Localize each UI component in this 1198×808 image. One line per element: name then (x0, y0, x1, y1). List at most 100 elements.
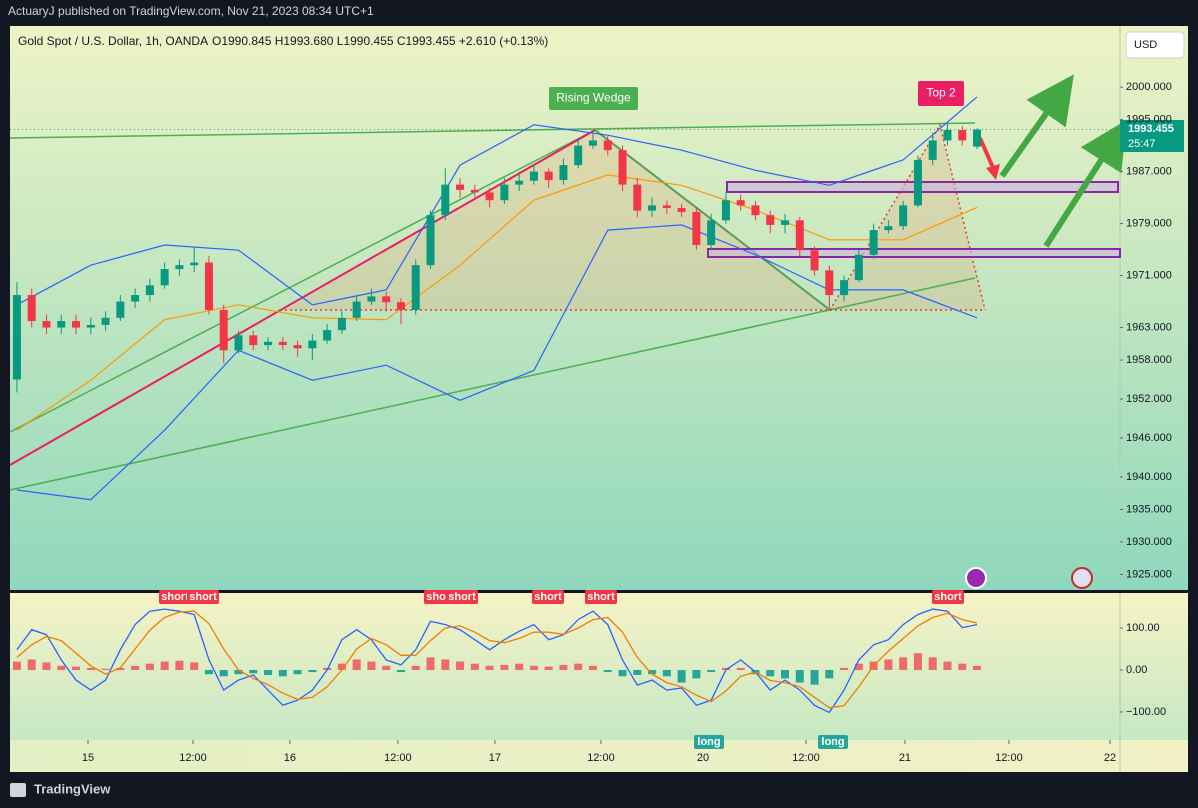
candle-body (766, 215, 775, 225)
histogram-bar (293, 669, 302, 675)
histogram-bar (574, 663, 583, 670)
arrow-head (986, 164, 1000, 180)
signal: short (448, 591, 476, 603)
footer: TradingView (34, 781, 111, 796)
publisher: ActuaryJ published on TradingView.com, N… (8, 4, 374, 18)
candle-body (234, 335, 243, 351)
candle-body (721, 200, 730, 221)
icon[interactable] (1071, 567, 1093, 589)
signal-box (446, 590, 478, 604)
candle-body (426, 215, 435, 266)
symbol: Gold Spot / U.S. Dollar, 1h, OANDA (18, 34, 208, 48)
x-tick-label: 15 (82, 752, 94, 764)
logo (10, 783, 26, 797)
histogram-bar (175, 660, 184, 670)
arrow (1043, 119, 1127, 248)
candle-body (264, 341, 273, 346)
histogram-bar (219, 669, 228, 677)
histogram-bar (485, 665, 494, 670)
signal: short (934, 591, 962, 603)
candle-body (12, 295, 21, 380)
histogram-bar (662, 669, 671, 677)
histogram-bar (396, 669, 405, 673)
histogram-bar (958, 663, 967, 670)
histogram-bar (633, 669, 642, 676)
x-tick-label: 21 (899, 752, 911, 764)
histogram-bar (884, 659, 893, 670)
candle-body (190, 262, 199, 266)
drawings: Rising Wedge Top 2 (9, 74, 1127, 589)
pattern-fill (280, 130, 830, 310)
candle-body (588, 140, 597, 146)
candle-body (854, 254, 863, 281)
histogram-bar (234, 669, 243, 675)
candle-body (840, 280, 849, 296)
currency-label: USD (1134, 39, 1157, 51)
candle-body (27, 295, 36, 322)
candle-body (337, 317, 346, 331)
y-tick-label: 1930.000 (1126, 536, 1172, 548)
histogram-bar (131, 665, 140, 670)
currency-button[interactable] (1125, 31, 1185, 59)
candle-body (677, 208, 686, 212)
candle-body (781, 220, 790, 225)
signal: long (697, 736, 720, 748)
histogram-bar (337, 663, 346, 670)
histogram-bar (382, 665, 391, 670)
icon[interactable] (965, 567, 987, 589)
y-tick-label: −100.00 (1126, 706, 1166, 718)
candle-body (692, 211, 701, 246)
band-line (16, 224, 978, 501)
time-axis (10, 740, 1188, 772)
candle-body (470, 189, 479, 193)
histogram-bar (618, 669, 627, 677)
histogram-bar (840, 667, 849, 670)
oscillator-pane (10, 593, 1188, 740)
histogram-bar (264, 669, 273, 676)
histogram-bar (145, 663, 154, 670)
signals: short short short short short short shor… (159, 590, 964, 749)
histogram-bar (426, 657, 435, 670)
histogram-bar (928, 657, 937, 670)
candle-body (160, 269, 169, 286)
candle-body (825, 270, 834, 296)
candle-body (973, 129, 982, 147)
histogram-bar (249, 669, 258, 674)
y-tick-label: 0.00 (1126, 664, 1147, 676)
annotation: Rising Wedge (556, 91, 631, 105)
histogram-bar (736, 667, 745, 670)
y-tick-label: 1979.000 (1126, 218, 1172, 230)
candle-body (899, 205, 908, 227)
candle-body (751, 205, 760, 216)
y-tick-label: 1946.000 (1126, 432, 1172, 444)
y-tick-label: 1952.000 (1126, 393, 1172, 405)
oscillator-line (16, 608, 978, 714)
candle-body (72, 321, 81, 328)
y-tick-label: 1963.000 (1126, 321, 1172, 333)
y-tick-label: 1995.000 (1126, 114, 1172, 126)
histogram-bar (973, 665, 982, 670)
y-tick-label: 1958.000 (1126, 354, 1172, 366)
annotation: Top 2 (926, 86, 956, 100)
y-tick-label: 1925.000 (1126, 568, 1172, 580)
histogram-bar (795, 669, 804, 683)
candle-body (574, 145, 583, 166)
signal-box (694, 735, 724, 749)
histogram-bar (544, 666, 553, 670)
x-tick-label: 17 (489, 752, 501, 764)
signal: short (587, 591, 615, 603)
histogram-bar (588, 665, 597, 670)
histogram-bar (441, 659, 450, 670)
histogram-bar (190, 662, 199, 670)
candle-body (529, 171, 538, 181)
signal: long (821, 736, 844, 748)
candle-body (323, 330, 332, 341)
histogram-bar (27, 659, 36, 670)
last-price: 1993.455 (1128, 123, 1174, 135)
histogram-bar (692, 669, 701, 679)
candle-body (396, 302, 405, 310)
pattern-fill (830, 125, 985, 310)
y-tick-label: 1987.000 (1126, 166, 1172, 178)
candle-body (249, 335, 258, 346)
